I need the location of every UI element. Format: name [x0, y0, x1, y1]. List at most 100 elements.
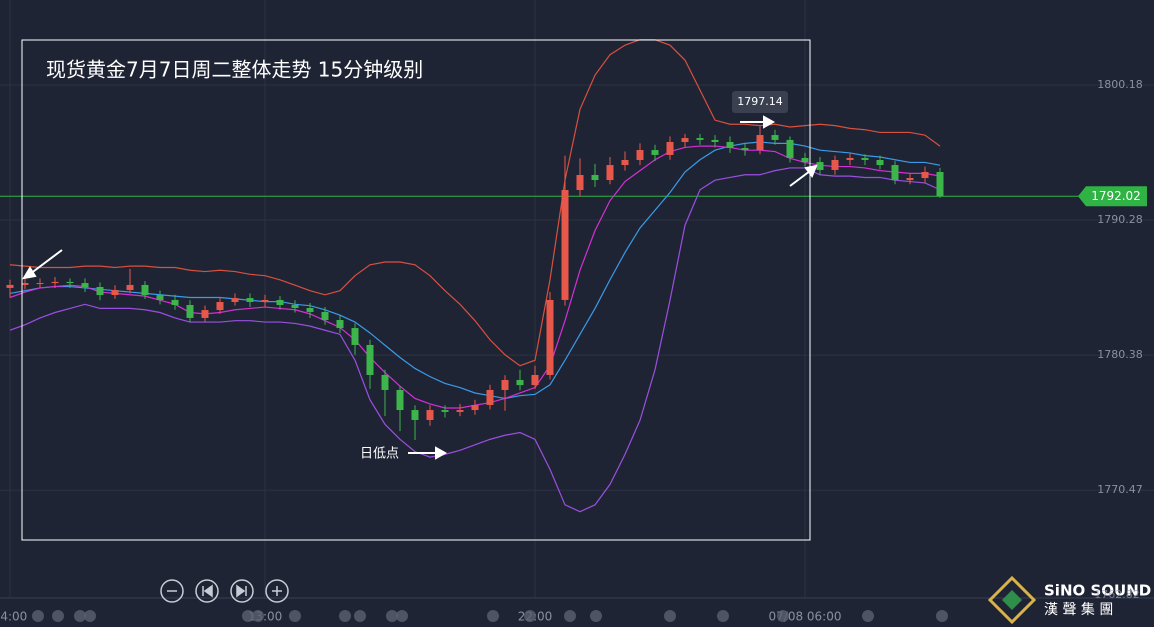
candle-body — [636, 150, 644, 161]
event-marker — [252, 610, 264, 622]
candle-body — [51, 281, 59, 284]
logo-mark — [987, 575, 1037, 625]
candle-body — [516, 380, 524, 386]
event-marker — [524, 610, 536, 622]
candle-body — [171, 299, 179, 306]
event-marker — [936, 610, 948, 622]
candle-body — [591, 175, 599, 181]
candle-body — [831, 160, 839, 170]
arrow — [29, 249, 63, 275]
candle-body — [111, 289, 119, 296]
candle-body — [81, 283, 89, 287]
next-button[interactable] — [230, 579, 254, 603]
event-marker — [74, 610, 86, 622]
candle-body — [561, 190, 569, 300]
logo-subtitle: 漢 聲 集 團 — [1044, 601, 1113, 618]
candle-body — [231, 298, 239, 303]
chart-title: 现货黄金7月7日周二整体走势 15分钟级别 — [46, 58, 423, 82]
candle-body — [726, 141, 734, 148]
candle-body — [681, 138, 689, 142]
candle-body — [36, 283, 44, 285]
logo-mark-inner — [1002, 590, 1022, 610]
candle-body — [321, 311, 329, 321]
y-tick-label: 1800.18 — [1097, 78, 1143, 91]
candle-body — [216, 302, 224, 311]
bottom-price-label: 1762.82 — [1094, 588, 1140, 601]
event-marker — [289, 610, 301, 622]
candle-body — [126, 284, 134, 290]
y-tick-label: 1780.38 — [1097, 348, 1143, 361]
event-marker — [717, 610, 729, 622]
title-frame — [21, 39, 811, 541]
candle-body — [366, 344, 374, 375]
arrow-head — [22, 266, 37, 280]
day-low-label: 日低点 — [360, 447, 399, 462]
zoom-out-button[interactable] — [160, 579, 184, 603]
prev-button[interactable] — [195, 579, 219, 603]
candle-body — [921, 172, 929, 179]
event-marker — [242, 610, 254, 622]
candle-body — [501, 380, 509, 390]
candle-body — [696, 138, 704, 140]
candle-body — [276, 299, 284, 306]
candle-body — [456, 410, 464, 412]
event-marker — [84, 610, 96, 622]
candle-body — [531, 374, 539, 386]
candle-body — [876, 160, 884, 166]
last-price-label: 1792.02 — [1091, 189, 1141, 203]
candle-body — [711, 139, 719, 142]
candle-body — [381, 374, 389, 390]
candle-body — [471, 404, 479, 411]
event-marker — [386, 610, 398, 622]
logo-name: SiNO SOUND — [1044, 582, 1151, 600]
candle-body — [891, 165, 899, 181]
last-price-box — [1078, 186, 1147, 207]
candle-body — [426, 410, 434, 420]
event-marker — [354, 610, 366, 622]
arrow-head — [804, 164, 818, 179]
candle-body — [411, 410, 419, 420]
overlay-line — [9, 39, 941, 367]
event-marker — [396, 610, 408, 622]
candle-body — [201, 310, 209, 318]
logo: SiNO SOUND 漢 聲 集 團 — [987, 575, 1151, 625]
event-marker — [664, 610, 676, 622]
arrow — [789, 170, 811, 187]
candle-body — [96, 286, 104, 296]
arrow-head — [763, 115, 776, 129]
event-marker — [339, 610, 351, 622]
overlay-line — [9, 141, 941, 400]
controls — [160, 579, 289, 603]
candle-body — [351, 328, 359, 345]
candle-body — [861, 157, 869, 161]
high-label-box — [732, 91, 788, 113]
candle-body — [846, 157, 854, 161]
arrow-head — [435, 446, 448, 460]
candle-body — [816, 162, 824, 170]
event-marker — [564, 610, 576, 622]
candle-body — [246, 298, 254, 303]
candle-body — [486, 389, 494, 405]
event-marker — [777, 610, 789, 622]
candle-body — [906, 178, 914, 181]
candle-body — [771, 135, 779, 140]
candle-body — [291, 305, 299, 309]
candle-body — [666, 141, 674, 155]
event-marker — [52, 610, 64, 622]
zoom-in-button[interactable] — [265, 579, 289, 603]
y-tick-label: 1770.47 — [1097, 483, 1143, 496]
candle-body — [66, 281, 74, 284]
candle-body — [396, 389, 404, 411]
y-tick-label: 1790.28 — [1097, 213, 1143, 226]
overlay-line — [9, 167, 941, 513]
candles — [6, 126, 944, 441]
event-marker — [32, 610, 44, 622]
candle-body — [756, 135, 764, 151]
event-marker — [590, 610, 602, 622]
candle-body — [936, 172, 944, 197]
event-marker — [487, 610, 499, 622]
candle-body — [21, 283, 29, 285]
